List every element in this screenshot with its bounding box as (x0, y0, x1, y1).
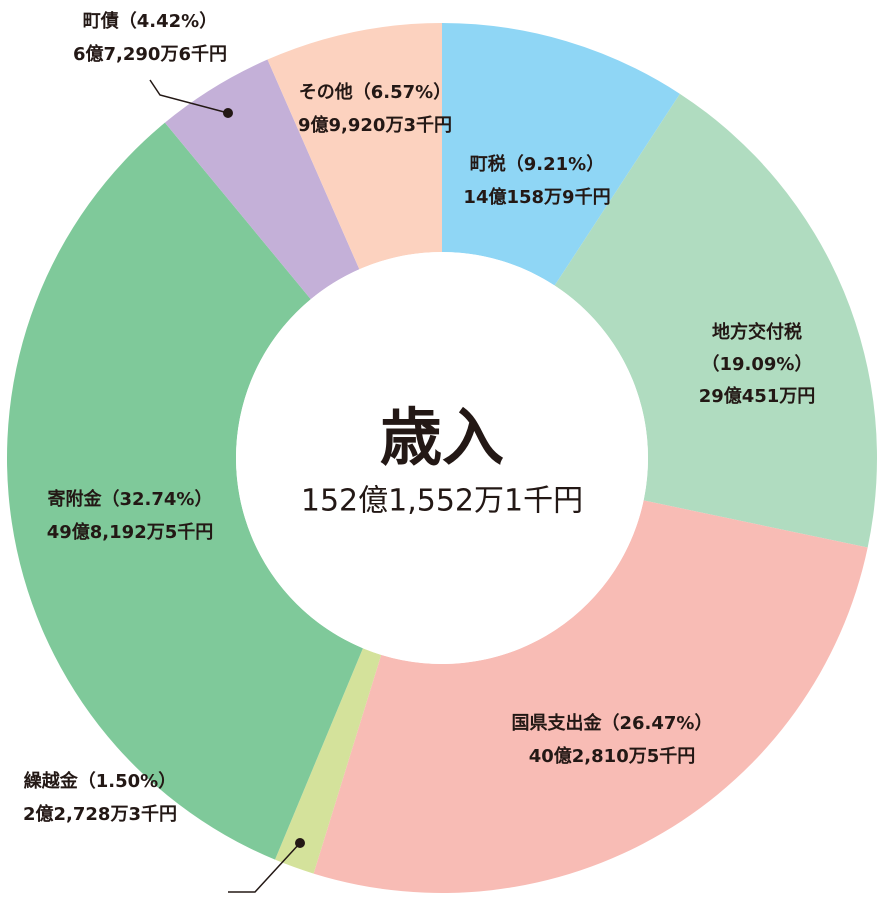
slice-amount: 2億2,728万3千円 (23, 803, 177, 825)
slice-amount: 14億158万9千円 (463, 186, 610, 208)
slice-percent: （1.50%） (78, 771, 176, 792)
chart-title: 歳入 (380, 401, 504, 474)
leader-dot (295, 838, 305, 848)
slice (275, 648, 382, 874)
slice-amount: 40億2,810万5千円 (529, 745, 696, 767)
category-name: 町債 (83, 10, 119, 32)
slice-percent: （9.21%） (506, 154, 604, 175)
slice-amount: 49億8,192万5千円 (47, 521, 214, 543)
slice (313, 500, 868, 893)
leader-dot (223, 108, 233, 118)
category-name: 繰越金 (24, 770, 79, 792)
leader-line (149, 79, 229, 114)
slice-percent: （19.09%） (702, 354, 813, 375)
chart-subtitle: 152億1,552万1千円 (301, 484, 583, 519)
slice (554, 93, 877, 548)
slice (267, 23, 442, 270)
donut-hole (236, 252, 648, 664)
slice (6, 122, 363, 860)
slice (164, 59, 360, 300)
slice-label: 地方交付税 (712, 321, 802, 343)
slice-percent: （4.42%） (119, 11, 217, 32)
slice-amount: 6億7,290万6千円 (73, 43, 227, 65)
category-name: 町税 (470, 153, 506, 175)
slice-label: 町税（9.21%） (470, 153, 604, 175)
category-name: 国県支出金 (512, 712, 603, 734)
category-name: 寄附金 (48, 488, 103, 510)
slice-label: 町債（4.42%） (83, 10, 217, 32)
category-name: その他 (299, 81, 353, 103)
category-name: 地方交付税 (712, 321, 802, 343)
slice-label: 繰越金（1.50%） (24, 770, 176, 792)
slice (442, 23, 680, 286)
slice-label: 国県支出金（26.47%） (512, 712, 713, 734)
slice-percent: （32.74%） (102, 489, 213, 510)
slice-percent: （26.47%） (602, 713, 713, 734)
leader-line (228, 842, 301, 893)
slice-percent: （6.57%） (353, 82, 451, 103)
slice-amount: 9億9,920万3千円 (298, 114, 452, 136)
slice-label: 寄附金（32.74%） (48, 488, 213, 510)
slice-amount: 29億451万円 (699, 385, 816, 407)
slice-label: その他（6.57%） (299, 81, 451, 103)
